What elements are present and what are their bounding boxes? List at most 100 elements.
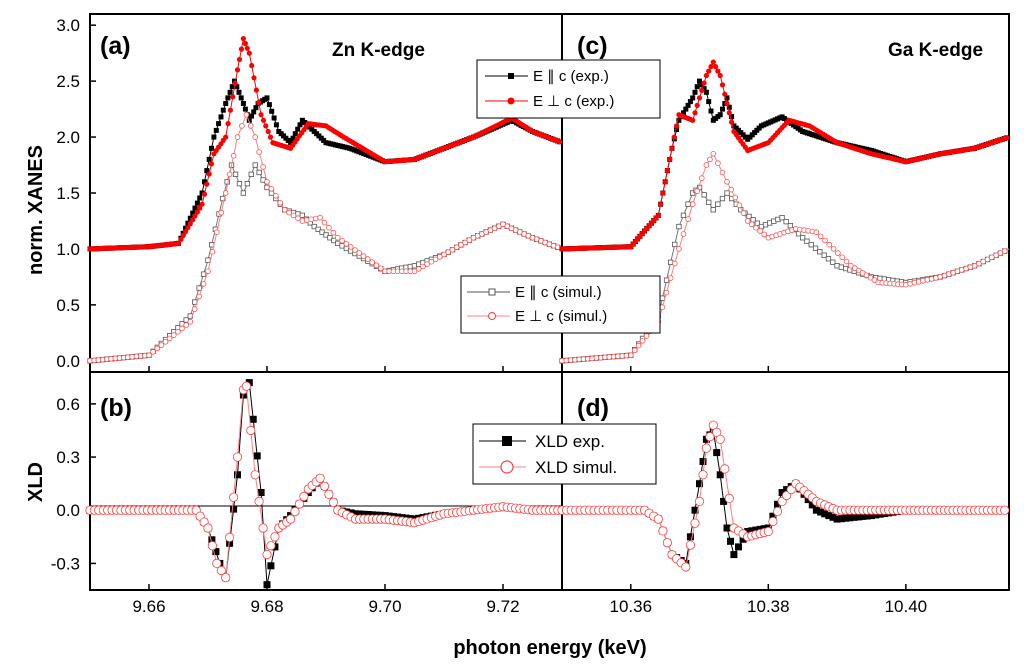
- data-point: [334, 234, 341, 241]
- data-point: [238, 95, 244, 101]
- data-point: [263, 581, 271, 589]
- data-point: [680, 231, 687, 237]
- data-point: [708, 108, 714, 114]
- data-point: [209, 145, 214, 151]
- legend-sim-perp-label: E ⊥ c (simul.): [515, 308, 607, 325]
- data-point: [715, 434, 725, 444]
- data-point: [655, 212, 661, 218]
- data-point: [664, 168, 671, 174]
- data-point: [248, 123, 254, 129]
- data-point: [980, 258, 986, 265]
- data-point: [694, 102, 700, 108]
- y-tick-label: 1.0: [56, 240, 80, 259]
- data-point: [424, 261, 430, 267]
- data-point: [315, 473, 325, 483]
- legend-sim: E ∥ c (simul.) E ⊥ c (simul.): [460, 275, 661, 334]
- data-point: [445, 249, 452, 255]
- data-point: [205, 268, 211, 275]
- data-point: [352, 247, 358, 253]
- data-point: [290, 135, 296, 141]
- data-point: [232, 452, 243, 462]
- legend-sim-par-label: E ∥ c (simul.): [515, 284, 602, 301]
- data-point: [449, 246, 456, 253]
- data-point: [846, 514, 854, 522]
- data-point: [703, 72, 710, 79]
- data-point: [669, 145, 675, 151]
- data-point: [324, 489, 334, 499]
- data-point: [369, 259, 375, 266]
- data-point: [717, 72, 723, 79]
- data-point: [676, 246, 682, 252]
- data-point: [740, 210, 747, 216]
- data-point: [715, 201, 721, 207]
- data-point: [685, 201, 691, 207]
- data-point: [352, 510, 359, 518]
- data-point: [223, 101, 229, 106]
- data-point: [197, 205, 203, 211]
- legend-exp-par-label: E ∥ c (exp.): [533, 68, 609, 85]
- data-point: [328, 497, 338, 507]
- data-point: [256, 99, 262, 105]
- data-point: [216, 565, 226, 576]
- data-point: [691, 506, 699, 514]
- data-point: [685, 540, 696, 550]
- data-point: [699, 82, 705, 88]
- data-point: [321, 219, 328, 226]
- data-point: [339, 243, 345, 249]
- data-point: [190, 210, 196, 216]
- data-point: [692, 89, 698, 95]
- data-point: [719, 169, 726, 176]
- data-point: [739, 535, 747, 543]
- legend-xld-sim-marker: [500, 460, 514, 474]
- data-point: [252, 162, 258, 168]
- data-point: [698, 470, 708, 480]
- data-point: [234, 84, 240, 90]
- axis-ticks: 0.0 0.5 1.0 1.5 2.0 2.5 3.0 9.66 9.68 9.70 9.72 -0.…: [51, 16, 927, 616]
- data-point: [234, 471, 241, 479]
- y-tick-label: 0.0: [56, 501, 80, 520]
- data-point: [196, 285, 202, 291]
- y-tick-label: 0.6: [56, 395, 80, 414]
- data-point: [150, 349, 156, 355]
- data-point: [690, 190, 696, 196]
- data-point: [663, 277, 670, 283]
- data-point: [676, 223, 682, 230]
- y-axis-title-xanes: norm. XANES: [25, 145, 47, 275]
- data-point: [311, 223, 317, 230]
- data-point: [312, 215, 319, 222]
- data-point: [710, 59, 716, 65]
- data-point: [690, 95, 696, 101]
- series-c-sim-perp: [559, 151, 1010, 364]
- data-point: [671, 260, 678, 267]
- data-point: [696, 480, 703, 488]
- legend-xld-box: [472, 423, 657, 485]
- data-point: [748, 527, 756, 535]
- data-point: [808, 501, 816, 509]
- data-point: [984, 256, 991, 263]
- x-tick-label: 9.68: [250, 597, 283, 616]
- data-point: [868, 512, 875, 520]
- data-point: [234, 134, 241, 140]
- data-point: [701, 80, 707, 86]
- data-point: [724, 190, 730, 196]
- data-point: [146, 352, 152, 359]
- data-point: [246, 425, 256, 436]
- data-point: [229, 84, 235, 90]
- data-point: [330, 229, 337, 236]
- data-point: [735, 543, 742, 551]
- data-point: [254, 496, 264, 506]
- data-point: [364, 256, 371, 262]
- data-point: [667, 156, 673, 162]
- data-point: [162, 338, 169, 345]
- data-point: [817, 508, 825, 516]
- series-b-xld-sim: [85, 381, 563, 583]
- data-point: [724, 179, 730, 185]
- data-point: [225, 95, 231, 101]
- series-a-exp-perp: [87, 36, 563, 252]
- data-point: [256, 169, 262, 176]
- data-point: [251, 109, 257, 115]
- data-point: [774, 500, 781, 508]
- data-point: [245, 379, 253, 387]
- data-point: [706, 99, 712, 105]
- data-point: [694, 188, 700, 194]
